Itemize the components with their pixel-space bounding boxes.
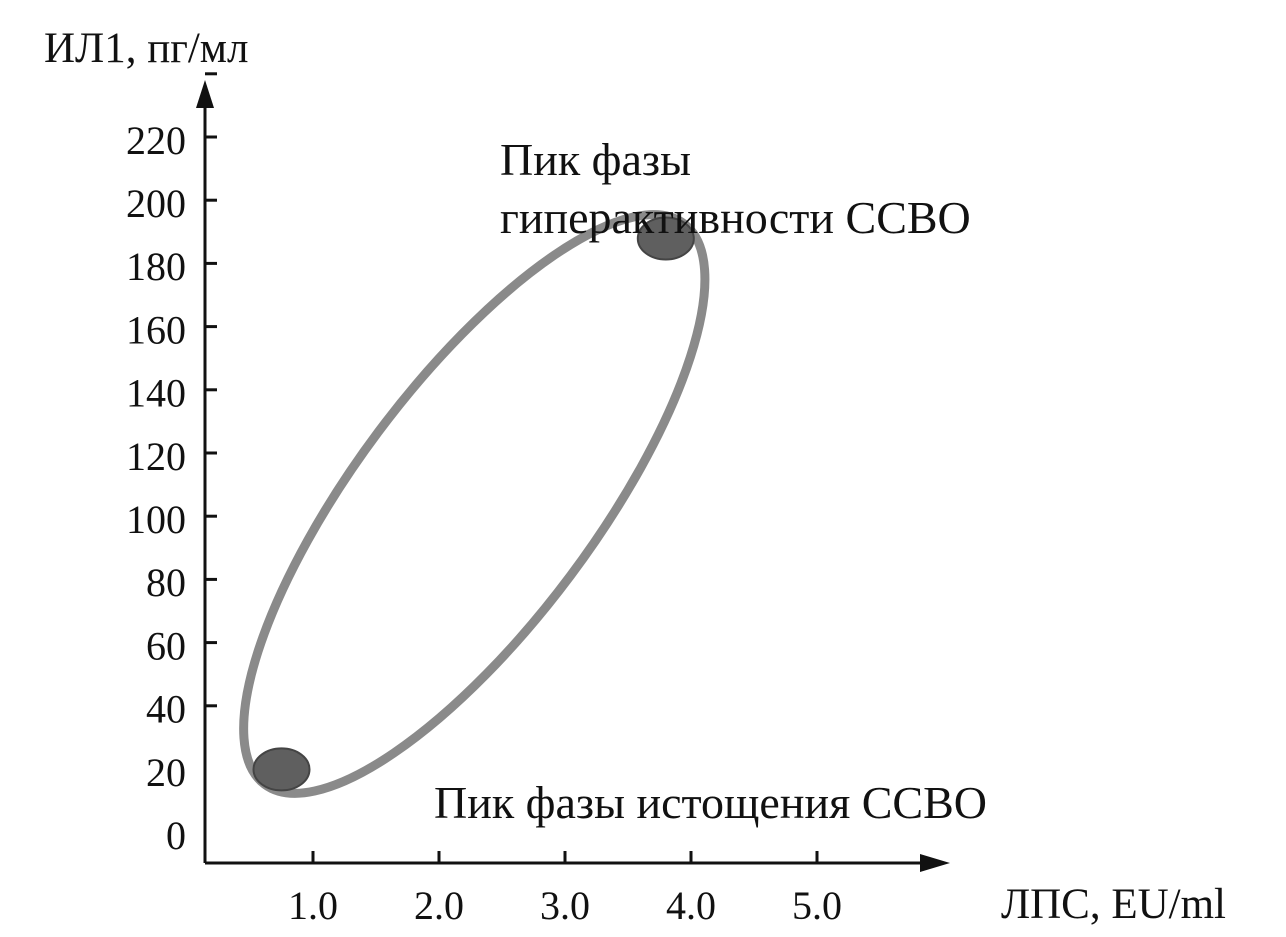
y-tick-label: 20 xyxy=(146,750,186,795)
data-point xyxy=(252,747,311,792)
y-tick-label: 80 xyxy=(146,560,186,605)
y-tick-label: 140 xyxy=(126,371,186,416)
envelope-ellipse xyxy=(239,210,710,798)
y-tick-label: 180 xyxy=(126,244,186,289)
x-tick-label: 2.0 xyxy=(414,883,464,928)
x-axis-label: ЛПС, EU/ml xyxy=(1001,881,1226,928)
y-axis-arrow-icon xyxy=(196,80,214,108)
x-tick-label: 1.0 xyxy=(288,883,338,928)
y-tick-label: 120 xyxy=(126,434,186,479)
data-point xyxy=(636,216,695,261)
y-axis-label: ИЛ1, пг/мл xyxy=(44,25,248,72)
x-tick-label: 5.0 xyxy=(792,883,842,928)
y-tick-label: 40 xyxy=(146,687,186,732)
annotation-hyperactivity-peak-line: Пик фазы xyxy=(500,134,691,185)
y-tick-label: 200 xyxy=(126,181,186,226)
annotation-exhaustion-peak: Пик фазы истощения ССВО xyxy=(434,777,987,828)
annotation-hyperactivity-peak-line: гиперактивности ССВО xyxy=(500,192,971,243)
y-tick-label: 100 xyxy=(126,497,186,542)
x-axis-arrow-icon xyxy=(920,854,950,872)
y-tick-label: 220 xyxy=(126,118,186,163)
x-tick-label: 3.0 xyxy=(540,883,590,928)
y-tick-label: 0 xyxy=(166,813,186,858)
y-tick-label: 60 xyxy=(146,623,186,668)
x-tick-label: 4.0 xyxy=(666,883,716,928)
y-tick-label: 160 xyxy=(126,307,186,352)
